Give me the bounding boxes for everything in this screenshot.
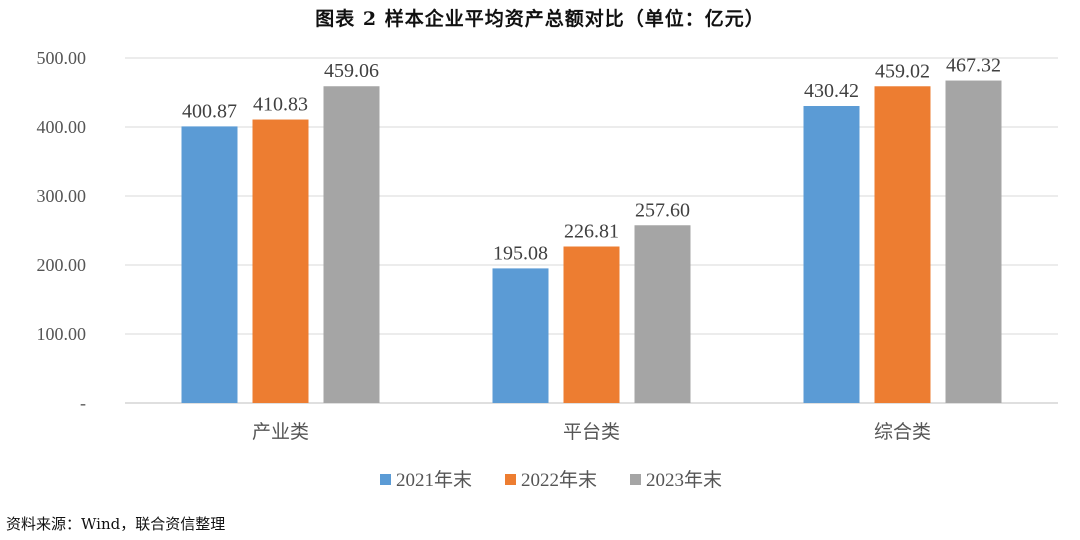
bar (803, 106, 860, 404)
data-label: 459.06 (324, 60, 379, 82)
bar (181, 126, 238, 404)
x-tick-label: 平台类 (563, 421, 620, 443)
y-tick-label: 500.00 (37, 48, 87, 68)
data-label: 400.87 (182, 100, 237, 122)
y-tick-label: - (80, 393, 86, 413)
legend-swatch (380, 474, 391, 485)
chart-title: 图表 2 样本企业平均资产总额对比（单位：亿元） (315, 8, 765, 30)
bar (945, 80, 1002, 404)
bar (492, 268, 549, 403)
y-tick-label: 400.00 (37, 117, 87, 137)
legend-label: 2022年末 (521, 469, 597, 491)
bar (874, 86, 931, 404)
bar (323, 86, 380, 403)
data-label: 226.81 (564, 221, 619, 243)
data-label: 459.02 (875, 60, 930, 82)
legend-label: 2023年末 (646, 469, 722, 491)
data-label: 430.42 (804, 80, 859, 102)
y-tick-label: 300.00 (37, 186, 87, 206)
data-label: 410.83 (253, 94, 308, 116)
y-tick-label: 200.00 (37, 255, 87, 275)
bar (252, 119, 309, 404)
source-note: 资料来源：Wind，联合资信整理 (6, 515, 226, 533)
bar (563, 246, 620, 403)
data-label: 467.32 (946, 55, 1001, 77)
y-tick-label: 100.00 (37, 324, 87, 344)
data-label: 195.08 (493, 242, 548, 264)
x-tick-label: 综合类 (874, 421, 931, 443)
x-tick-label: 产业类 (252, 421, 309, 443)
bar (634, 225, 691, 403)
data-label: 257.60 (635, 199, 690, 221)
legend-swatch (505, 474, 516, 485)
legend-label: 2021年末 (396, 469, 472, 491)
legend-swatch (630, 474, 641, 485)
